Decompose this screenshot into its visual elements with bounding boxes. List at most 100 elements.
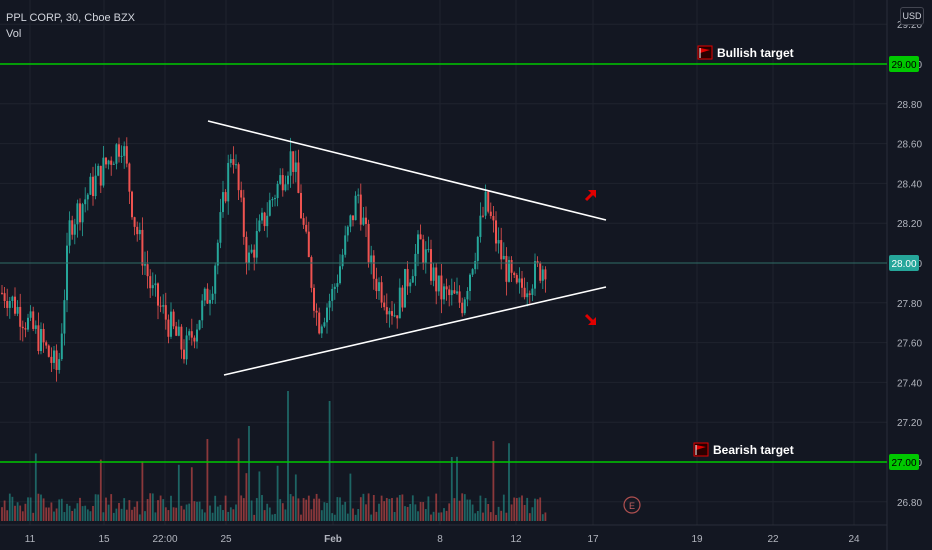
candle-body (307, 231, 310, 258)
candle-body (19, 306, 22, 327)
candle-body (170, 311, 172, 337)
volume-bar (209, 505, 211, 521)
candle-body (229, 159, 232, 163)
volume-bar (216, 506, 219, 521)
candle-body (1, 292, 3, 294)
candle-body (66, 245, 68, 301)
volume-bar (123, 498, 126, 521)
volume-bar (414, 504, 417, 521)
candle-body (422, 239, 425, 263)
volume-bar (84, 505, 87, 521)
volume-bar (445, 510, 448, 521)
candle-body (375, 278, 378, 292)
arrow-head (588, 190, 596, 198)
candle-body (266, 215, 269, 227)
volume-bar (6, 510, 9, 521)
candle-body (159, 305, 162, 307)
candle-body (89, 176, 92, 195)
volume-bar (284, 509, 287, 521)
volume-bar (370, 514, 373, 521)
volume-bar (484, 498, 487, 521)
candle-body (495, 220, 497, 244)
volume-bar (89, 511, 92, 521)
candle-body (136, 226, 139, 235)
volume-bar (500, 510, 503, 521)
candle-body (55, 350, 58, 370)
bearish-flag-icon (693, 442, 709, 457)
candle-body (367, 223, 370, 263)
candle-body (518, 278, 521, 283)
volume-bar (185, 504, 188, 521)
candle-body (253, 249, 256, 258)
volume-bar (409, 503, 412, 521)
volume-bar (274, 513, 276, 521)
candle-body (458, 291, 461, 303)
volume-bar (86, 509, 89, 521)
candle-body (432, 267, 435, 281)
bullish-price-badge: 29.00 (889, 56, 919, 72)
volume-bar (352, 508, 354, 521)
candle-body (523, 287, 526, 298)
volume-bar (515, 498, 518, 521)
candle-body (209, 299, 211, 304)
volume-bar (183, 509, 185, 521)
volume-bar (375, 511, 378, 521)
y-tick-label: 27.40 (897, 378, 922, 389)
x-tick-label: 19 (691, 534, 703, 545)
candle-body (120, 155, 123, 157)
volume-bar (354, 514, 357, 521)
y-tick-label: 27.80 (897, 299, 922, 310)
volume-bar (180, 505, 183, 521)
candle-body (45, 342, 48, 346)
candle-body (68, 220, 71, 246)
candle-body (385, 307, 388, 315)
candle-body (393, 315, 396, 317)
volume-bar (133, 506, 136, 521)
candle-body (79, 203, 81, 223)
candle-body (372, 255, 375, 279)
volume-bar (521, 495, 523, 521)
volume-bar (214, 495, 217, 521)
volume-bar (71, 510, 74, 521)
volume-bar (222, 510, 224, 521)
candle-body (110, 160, 113, 165)
volume-bar (188, 503, 191, 521)
price-badge-text: 29.00 (891, 60, 916, 71)
candle-body (240, 190, 243, 198)
candle-body (224, 192, 227, 202)
candle-body (203, 288, 206, 301)
volume-bar (466, 499, 469, 521)
candle-body (541, 269, 544, 281)
volume-bar (240, 495, 243, 521)
candle-body (138, 229, 141, 235)
candle-body (86, 194, 89, 200)
volume-bar (271, 514, 274, 521)
candle-body (484, 191, 487, 216)
candle-body (313, 287, 315, 311)
candle-body (474, 260, 477, 270)
candle-body (443, 286, 445, 300)
y-tick-label: 27.20 (897, 418, 922, 429)
candle-body (133, 217, 136, 227)
flag-cloth (700, 48, 710, 53)
candle-body (235, 164, 237, 166)
volume-bar (289, 494, 292, 521)
volume-bar (305, 499, 308, 521)
candle-body (391, 311, 393, 316)
candle-body (281, 175, 284, 191)
volume-bar (167, 510, 170, 521)
earnings-marker-label: E (629, 501, 635, 511)
candle-body (492, 215, 495, 221)
candle-body (40, 328, 42, 352)
candle-body (206, 288, 209, 304)
candle-series (1, 137, 547, 382)
volume-bar (378, 503, 380, 521)
x-tick-label: 11 (25, 534, 36, 545)
candle-body (383, 302, 386, 308)
candle-body (526, 293, 529, 298)
currency-button[interactable]: USD (900, 7, 924, 25)
volume-bar (235, 504, 237, 521)
x-tick-label: Feb (324, 534, 342, 545)
volume-bar (458, 500, 461, 521)
